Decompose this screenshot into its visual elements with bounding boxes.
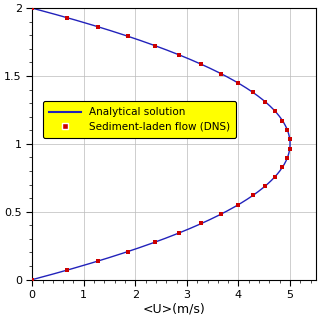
Point bbox=[199, 62, 204, 67]
Point bbox=[177, 230, 182, 236]
Point bbox=[219, 71, 224, 76]
Point bbox=[125, 249, 131, 254]
Point bbox=[125, 34, 131, 39]
Point bbox=[280, 165, 285, 170]
Point bbox=[177, 52, 182, 58]
Point bbox=[152, 43, 157, 48]
Point bbox=[96, 24, 101, 29]
Point bbox=[287, 137, 292, 142]
Legend: Analytical solution, Sediment-laden flow (DNS): Analytical solution, Sediment-laden flow… bbox=[43, 101, 236, 138]
Point bbox=[285, 156, 290, 161]
X-axis label: <U>(m/s): <U>(m/s) bbox=[143, 303, 205, 316]
Point bbox=[30, 6, 35, 11]
Point bbox=[64, 268, 69, 273]
Point bbox=[272, 108, 277, 114]
Point bbox=[219, 212, 224, 217]
Point bbox=[285, 127, 290, 132]
Point bbox=[280, 118, 285, 123]
Point bbox=[250, 90, 255, 95]
Point bbox=[287, 146, 292, 151]
Point bbox=[64, 15, 69, 20]
Point bbox=[30, 277, 35, 282]
Point bbox=[96, 258, 101, 263]
Point bbox=[263, 183, 268, 188]
Point bbox=[236, 81, 241, 86]
Point bbox=[152, 240, 157, 245]
Point bbox=[272, 174, 277, 179]
Point bbox=[250, 193, 255, 198]
Point bbox=[263, 99, 268, 104]
Point bbox=[199, 221, 204, 226]
Point bbox=[236, 202, 241, 207]
